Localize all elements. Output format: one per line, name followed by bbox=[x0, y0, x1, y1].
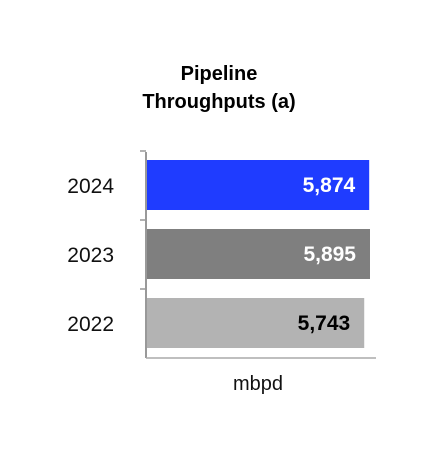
value-label-2023: 5,895 bbox=[303, 243, 356, 266]
x-axis-label: mbpd bbox=[233, 373, 283, 395]
bar-2024 bbox=[146, 160, 370, 210]
value-label-2022: 5,743 bbox=[298, 312, 351, 335]
bar-2023 bbox=[146, 229, 370, 279]
category-label-2023: 2023 bbox=[67, 244, 114, 267]
category-label-2022: 2022 bbox=[67, 313, 114, 336]
category-label-2024: 2024 bbox=[67, 175, 114, 198]
value-label-2024: 5,874 bbox=[303, 174, 356, 197]
plot-area: 5,874 2024 5,895 2023 5,743 2022 bbox=[67, 150, 370, 348]
chart-title-line-2: Throughputs (a) bbox=[142, 91, 295, 113]
bar-2022 bbox=[146, 298, 365, 348]
chart-title-line-1: Pipeline bbox=[181, 63, 258, 85]
